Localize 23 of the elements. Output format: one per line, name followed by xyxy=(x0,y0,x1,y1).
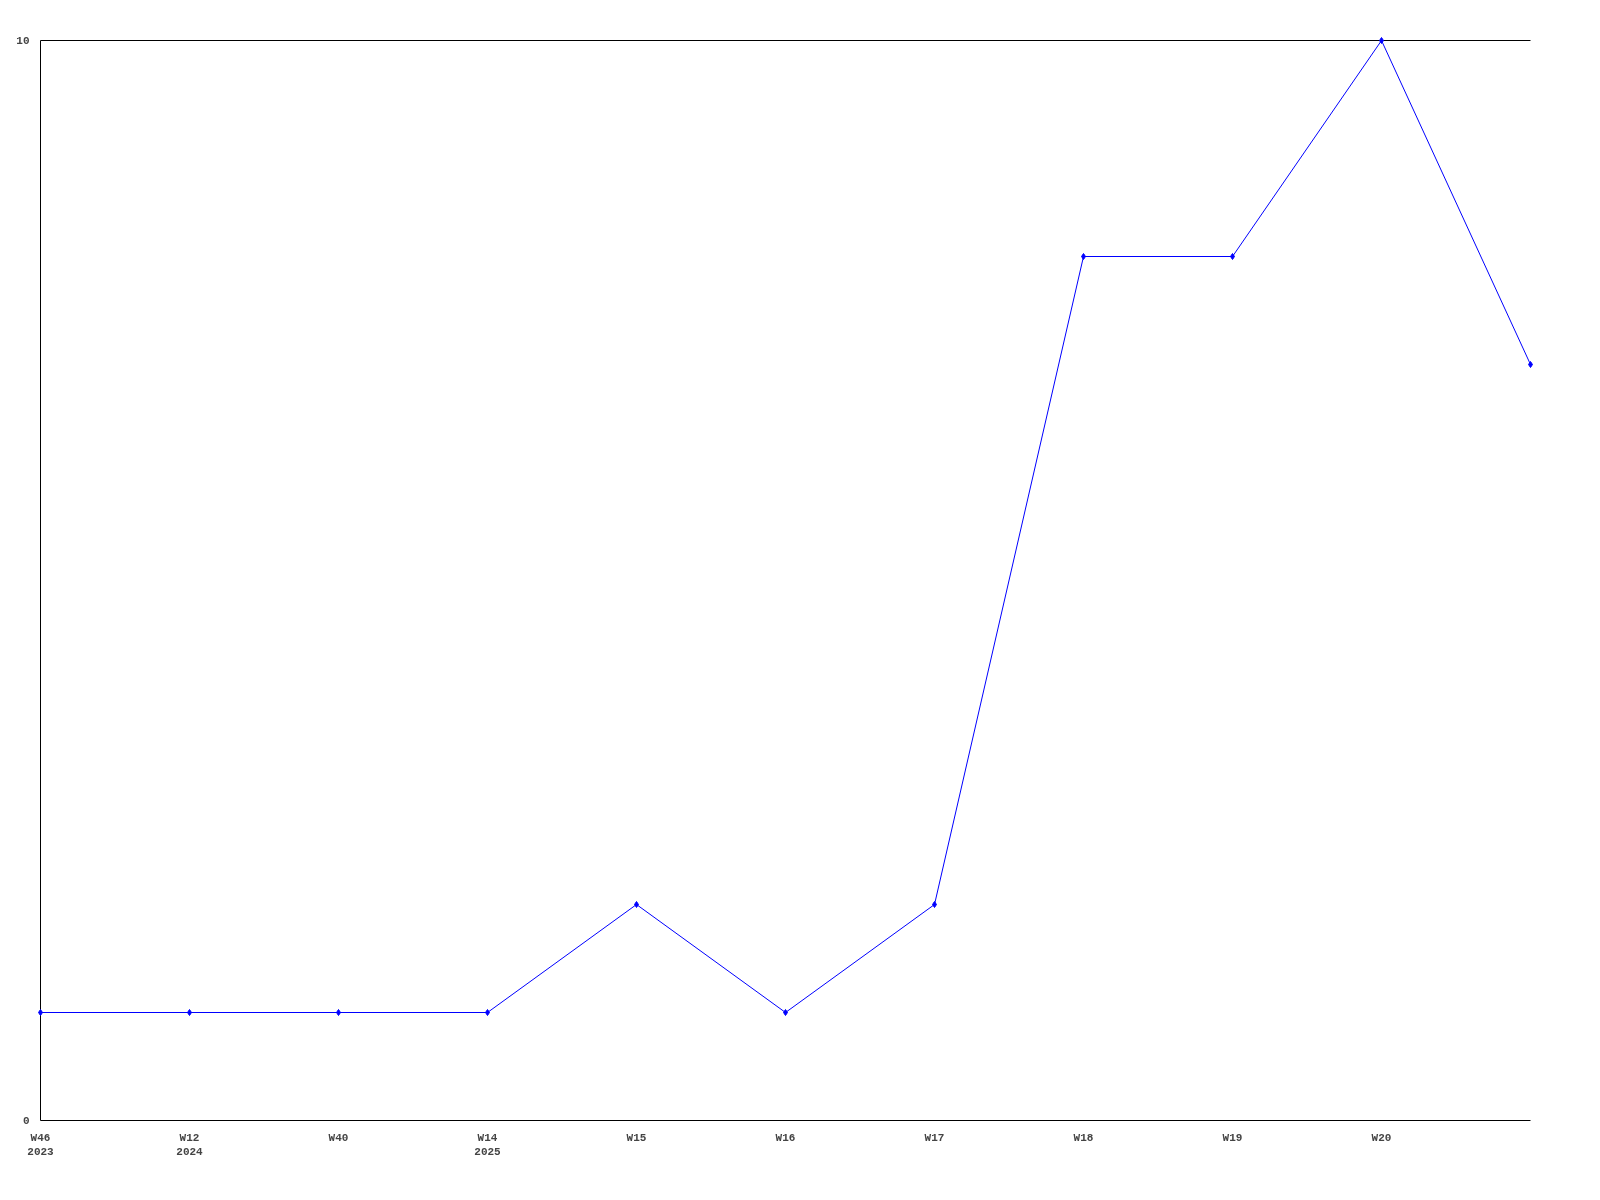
point xyxy=(1379,37,1384,44)
x-tick-label: W12 2024 xyxy=(176,1131,204,1158)
point xyxy=(783,1009,788,1016)
x-tick-label: W46 2023 xyxy=(27,1131,55,1158)
x-tick-label: W40 xyxy=(328,1131,349,1144)
x-tick-label: W20 xyxy=(1371,1131,1392,1144)
point xyxy=(1230,253,1235,260)
y-tick-label: 10 xyxy=(16,35,30,47)
x-tick-label: W18 xyxy=(1073,1131,1094,1144)
point xyxy=(1081,253,1086,260)
point xyxy=(485,1009,490,1016)
x-tick-label: W16 xyxy=(775,1131,796,1144)
x-tick-label: W15 xyxy=(626,1131,647,1144)
y-tick-label: 0 xyxy=(22,1115,30,1127)
point xyxy=(932,901,937,908)
x-tick-label: W19 xyxy=(1222,1131,1243,1144)
x-tick-label: W17 xyxy=(924,1131,945,1144)
point xyxy=(336,1009,341,1016)
point xyxy=(38,1009,43,1016)
point xyxy=(187,1009,192,1016)
point xyxy=(1528,361,1533,368)
x-tick-label: W14 2025 xyxy=(474,1131,502,1158)
point xyxy=(634,901,639,908)
